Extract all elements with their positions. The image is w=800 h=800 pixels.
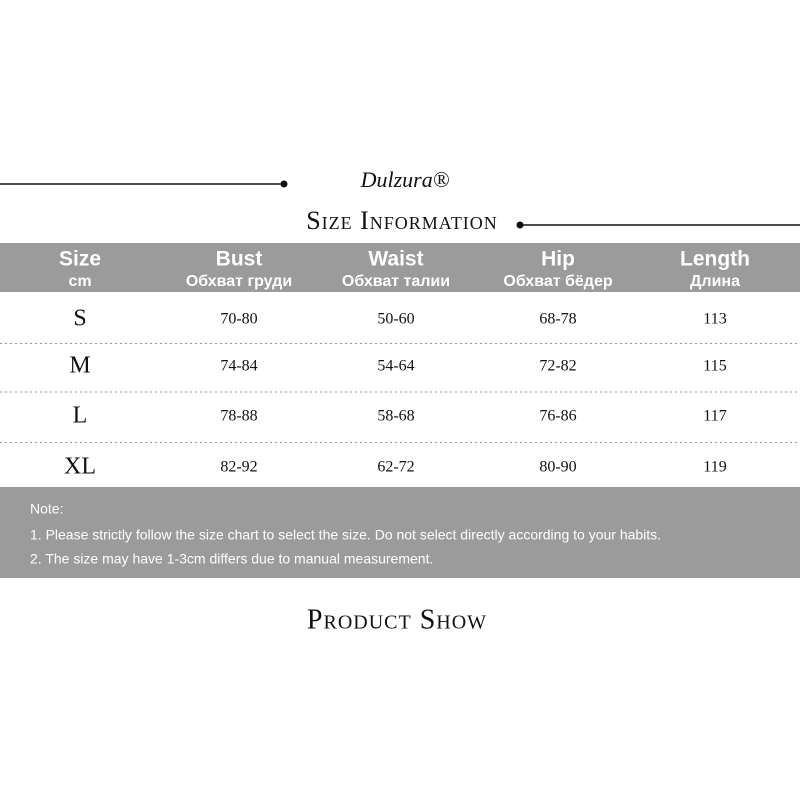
cell: 117 bbox=[703, 408, 726, 425]
size-label: M bbox=[69, 353, 90, 379]
brand: Dulzura® bbox=[360, 167, 450, 192]
cell: 82-92 bbox=[220, 459, 257, 476]
section-title: Size Information bbox=[306, 206, 498, 235]
header-sublabel: Длина bbox=[690, 273, 740, 290]
note-line: 2. The size may have 1-3cm differs due t… bbox=[30, 551, 433, 567]
size-label: L bbox=[73, 403, 88, 429]
header-sublabel: Обхват груди bbox=[186, 273, 292, 290]
header-label: Waist bbox=[368, 248, 423, 271]
cell: 50-60 bbox=[377, 311, 414, 328]
cell: 58-68 bbox=[377, 408, 414, 425]
header-sublabel: Обхват талии bbox=[342, 273, 450, 290]
cell: 80-90 bbox=[539, 459, 576, 476]
header-label: Length bbox=[680, 248, 750, 271]
note-band bbox=[0, 487, 800, 578]
cell: 72-82 bbox=[539, 358, 576, 375]
size-table: Size cm Bust Обхват груди Waist Обхват талии H… bbox=[0, 248, 800, 480]
cell: 68-78 bbox=[539, 311, 576, 328]
cell: 74-84 bbox=[220, 358, 257, 375]
cell: 119 bbox=[703, 459, 726, 476]
note-line: 1. Please strictly follow the size chart… bbox=[30, 527, 661, 543]
header-label: Bust bbox=[216, 248, 263, 271]
header-label: Size bbox=[59, 248, 101, 271]
cell: 78-88 bbox=[220, 408, 257, 425]
cell: 70-80 bbox=[220, 311, 257, 328]
header-label: Hip bbox=[541, 248, 575, 271]
note-label: Note: bbox=[30, 501, 63, 517]
cell: 115 bbox=[703, 358, 726, 375]
cell: 76-86 bbox=[539, 408, 576, 425]
cell: 54-64 bbox=[377, 358, 414, 375]
divider-dot bbox=[280, 180, 288, 188]
cell: 113 bbox=[703, 311, 726, 328]
header-sublabel: cm bbox=[68, 273, 91, 290]
footer-title: Product Show bbox=[307, 604, 487, 635]
header-sublabel: Обхват бёдер bbox=[503, 273, 612, 290]
size-label: S bbox=[73, 306, 86, 332]
size-label: XL bbox=[64, 454, 96, 480]
table-header-band bbox=[0, 243, 800, 292]
cell: 62-72 bbox=[377, 459, 414, 476]
